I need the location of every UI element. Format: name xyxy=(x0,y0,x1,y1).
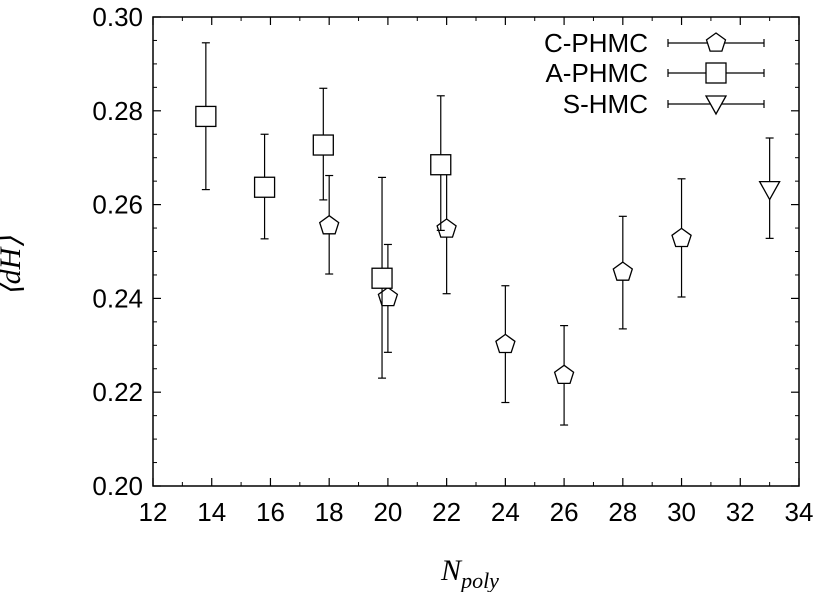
data-point xyxy=(612,261,634,281)
legend-label: C-PHMC xyxy=(544,28,648,58)
x-tick-label: 32 xyxy=(726,497,755,527)
x-tick-label: 30 xyxy=(667,497,696,527)
x-tick-label: 24 xyxy=(491,497,520,527)
x-axis: 12 14 16 18 20 22 24 26 28 30 32 34 xyxy=(139,17,814,527)
y-tick-label: 0.22 xyxy=(92,377,143,407)
x-tick-label: 14 xyxy=(197,497,226,527)
legend-item: A-PHMC xyxy=(545,58,765,88)
legend-marker xyxy=(705,62,727,84)
y-tick-label: 0.26 xyxy=(92,190,143,220)
data-point xyxy=(553,364,575,385)
data-point xyxy=(371,267,393,289)
legend-marker xyxy=(705,32,727,52)
data-point xyxy=(758,180,781,201)
x-tick-label: 22 xyxy=(432,497,461,527)
x-tick-label: 34 xyxy=(785,497,814,527)
y-tick-label: 0.28 xyxy=(92,96,143,126)
data-point xyxy=(430,154,452,176)
series-s-hmc xyxy=(758,137,781,239)
legend-label: A-PHMC xyxy=(545,58,648,88)
data-point xyxy=(312,134,334,156)
y-axis: 0.20 0.22 0.24 0.26 0.28 0.30 xyxy=(92,2,799,501)
x-axis-title: Npoly xyxy=(440,554,499,592)
x-tick-label: 26 xyxy=(550,497,579,527)
data-point xyxy=(318,214,340,235)
plot-area: 12 14 16 18 20 22 24 26 28 30 32 34 0.200.220.240.2… xyxy=(92,2,813,527)
x-tick-label: 12 xyxy=(139,497,168,527)
x-axis-title-main: N xyxy=(440,554,463,587)
data-point xyxy=(253,176,276,198)
series-layer xyxy=(195,42,781,426)
y-tick-label: 0.24 xyxy=(92,283,143,313)
series-c-phmc xyxy=(318,162,692,426)
y-tick-label: 0.20 xyxy=(92,471,143,501)
legend-item: S-HMC xyxy=(563,89,765,119)
data-point xyxy=(436,218,457,238)
data-point xyxy=(195,105,217,128)
data-point xyxy=(377,286,399,307)
y-axis-title: ⟨dH⟩ xyxy=(0,236,27,296)
y-tick-label: 0.30 xyxy=(92,2,143,32)
series-a-phmc xyxy=(195,42,452,379)
data-point xyxy=(495,333,516,354)
x-tick-label: 28 xyxy=(608,497,637,527)
legend-label: S-HMC xyxy=(563,89,648,119)
x-tick-label: 18 xyxy=(315,497,344,527)
legend-marker xyxy=(704,95,728,116)
x-axis-title-subscript: poly xyxy=(459,568,499,592)
plot-frame xyxy=(152,16,800,487)
data-point xyxy=(671,227,692,248)
x-tick-label: 16 xyxy=(256,497,285,527)
x-tick-label: 20 xyxy=(373,497,402,527)
legend-item: C-PHMC xyxy=(544,28,765,58)
